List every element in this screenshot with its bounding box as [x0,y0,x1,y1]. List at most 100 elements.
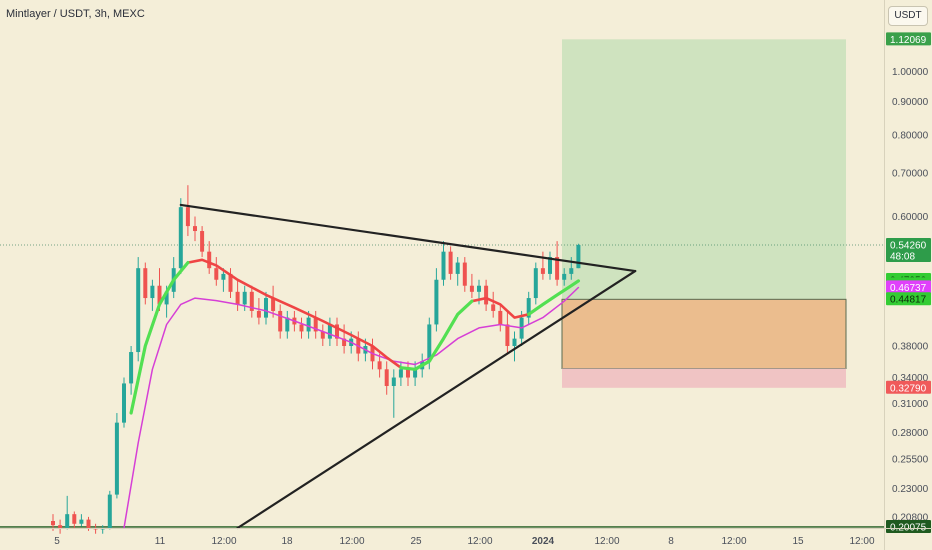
price-label: 0.32790 [890,383,927,394]
x-tick-label: 25 [410,536,422,547]
candle-body [193,226,197,232]
candle-body [178,207,183,269]
x-tick-label: 5 [54,536,60,547]
x-tick-label: 15 [792,536,804,547]
ema-fast-line [129,258,580,415]
candle-body [455,262,460,274]
candle-body [306,317,311,332]
y-tick-label: 0.70000 [892,168,929,179]
price-label: 0.20075 [890,522,927,533]
x-tick-label: 8 [668,536,674,547]
candle-body [65,514,70,528]
candle-body [391,377,396,387]
candle-body [207,251,212,269]
price-label: 0.54260 [890,240,927,251]
candle-body [441,251,446,280]
candle-body [150,285,155,299]
candle-body [185,207,190,227]
x-tick-label: 12:00 [211,536,236,547]
candle-body [122,383,126,423]
candle-body [484,285,489,305]
candle-body [427,324,432,362]
ema-fast-rising-segment [399,299,474,371]
candle-body [335,324,339,339]
candle-body [548,257,552,274]
candle-body [72,514,77,524]
candle-body [285,317,290,332]
price-label-box [886,280,931,294]
x-tick-label: 18 [281,536,293,547]
candle-body [562,273,567,280]
candle-body [413,369,418,378]
candle-body [157,285,162,305]
candle-body [320,331,325,339]
price-label-box [886,32,931,46]
candle-body [377,361,382,370]
candle-body [406,369,410,378]
y-tick-label: 0.28000 [892,428,929,439]
candle-body [477,285,481,292]
candle-body [313,317,318,332]
x-tick-label: 12:00 [849,536,874,547]
entry-zone [561,298,847,370]
candle-body [342,338,347,346]
trend-line [236,269,637,530]
price-label: 0.44817 [890,295,927,306]
candle-body [278,310,283,332]
candle-body [526,298,531,318]
candle-body [214,268,219,280]
candle-body [555,257,560,280]
x-tick-label: 11 [155,536,166,547]
y-tick-label: 0.20800 [892,512,929,523]
candle-body [299,324,304,332]
ema-fast-rising-segment [527,279,580,316]
candle-body [271,298,276,311]
candle-body [86,519,91,528]
candle-body [491,304,496,311]
candle-body [384,369,389,387]
y-tick-label: 0.25500 [892,455,929,466]
candle-body [51,520,55,526]
price-label: 1.12069 [890,35,927,46]
ema-fast-rising-segment [129,261,190,415]
ema-slow-line [123,286,580,529]
candle-body [469,285,474,292]
candle-body [242,291,247,305]
price-label-box [886,519,931,533]
candle-body [505,324,510,346]
candle-body [264,298,268,318]
x-tick-label: 2024 [532,536,555,547]
candle-body [533,268,538,299]
candle-body [576,244,581,269]
y-tick-label: 0.80000 [892,130,929,141]
x-tick-label: 12:00 [467,536,492,547]
y-tick-label: 0.23000 [892,484,929,495]
target-zone [562,39,846,300]
y-tick-label: 0.38000 [892,341,929,352]
candle-body [569,268,574,274]
stop-zone [562,368,846,388]
candle-body [200,231,205,252]
candle-body [143,268,148,299]
candle-body [136,268,141,353]
candle-body [256,310,261,318]
candle-body [107,494,112,528]
candle-body [462,262,467,286]
candle-body [327,324,332,339]
price-label: 0.46737 [890,283,927,294]
y-tick-label: 0.90000 [892,97,929,108]
candle-body [221,273,226,280]
candle-body [434,279,439,325]
candle-body [79,519,84,524]
price-label-box [886,292,931,306]
y-tick-label: 0.34000 [892,373,929,384]
y-tick-label: 0.31000 [892,399,929,410]
candle-body [58,525,63,528]
chart-title: Mintlayer / USDT, 3h, MEXC [6,8,145,20]
candle-body [249,291,254,311]
candle-body [498,310,503,325]
currency-button[interactable]: USDT [888,6,928,26]
trend-line [179,203,637,273]
